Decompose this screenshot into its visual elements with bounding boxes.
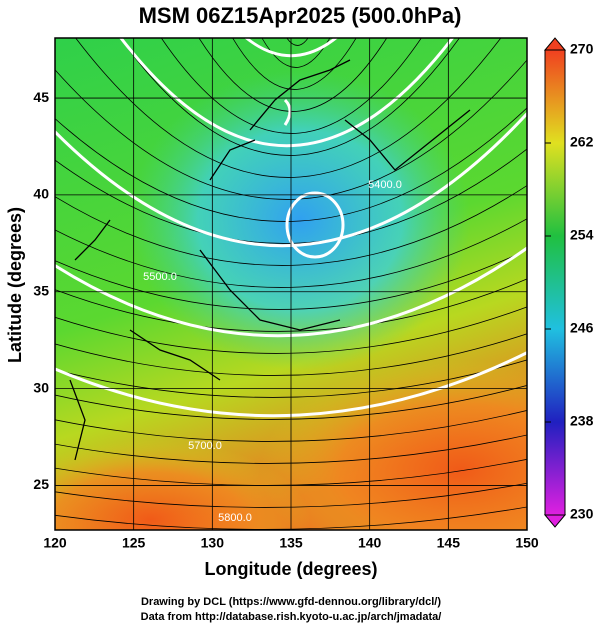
contour-line (244, 38, 339, 58)
footer: Drawing by DCL (https://www.gfd-dennou.o… (141, 596, 441, 608)
streamline (198, 38, 388, 112)
y-tick-label: 25 (33, 476, 49, 492)
y-tick-label: 40 (33, 186, 49, 202)
streamline (55, 306, 527, 354)
contour-label: 5500.0 (143, 271, 177, 283)
streamline (55, 434, 527, 464)
title: MSM 06Z15Apr2025 (500.0hPa) (139, 3, 462, 28)
streamline (286, 38, 309, 46)
x-tick-label: 135 (279, 535, 303, 551)
x-tick-label: 130 (201, 535, 225, 551)
y-tick-label: 45 (33, 89, 49, 105)
streamline (55, 249, 527, 310)
contour-label: 5700.0 (188, 440, 222, 452)
plot-frame (54, 37, 528, 531)
coastline (69, 59, 471, 461)
x-tick-label: 120 (43, 535, 67, 551)
colorbar (544, 49, 566, 516)
streamline (55, 107, 527, 222)
field (0, 0, 599, 530)
contour-line (55, 111, 527, 248)
streamline (55, 218, 527, 288)
streamline (161, 38, 422, 134)
colorbar-tick-label: 246 (570, 320, 594, 336)
colorbar-tick-label: 270 (570, 41, 594, 57)
contour-line (119, 38, 455, 148)
streamline (55, 148, 527, 244)
streamline (55, 278, 527, 332)
streamline (55, 384, 527, 420)
colorbar-tick-label: 262 (570, 134, 594, 150)
contour-line (55, 350, 527, 418)
y-axis-label: Latitude (degrees) (5, 207, 25, 363)
x-tick-label: 140 (358, 535, 382, 551)
x-tick-label: 145 (437, 535, 461, 551)
streamline (261, 38, 331, 68)
x-axis-label: Longitude (degrees) (204, 559, 377, 579)
footer: Data from http://database.rish.kyoto-u.a… (141, 611, 442, 623)
streamline (55, 409, 527, 442)
colorbar-bottom (543, 514, 567, 528)
streamline (55, 458, 527, 486)
streamline (55, 359, 527, 398)
colorbar-top (543, 37, 567, 51)
contour-label: 5800.0 (218, 512, 252, 524)
x-tick-label: 150 (515, 535, 539, 551)
contour-line (283, 98, 292, 126)
y-tick-label: 35 (33, 282, 49, 298)
x-tick-label: 125 (122, 535, 146, 551)
contour-label: 5400.0 (368, 179, 402, 191)
contour-line (0, 0, 599, 336)
colorbar-tick-label: 238 (570, 413, 594, 429)
streamline (75, 38, 502, 178)
streamline (232, 38, 357, 90)
streamline (55, 482, 527, 508)
streamline (55, 333, 527, 376)
y-tick-label: 30 (33, 379, 49, 395)
streamline (55, 184, 527, 266)
streamline (55, 506, 527, 530)
colorbar-tick-label: 230 (570, 506, 594, 522)
colorbar-tick-label: 254 (570, 227, 594, 243)
contour-line (285, 191, 345, 259)
